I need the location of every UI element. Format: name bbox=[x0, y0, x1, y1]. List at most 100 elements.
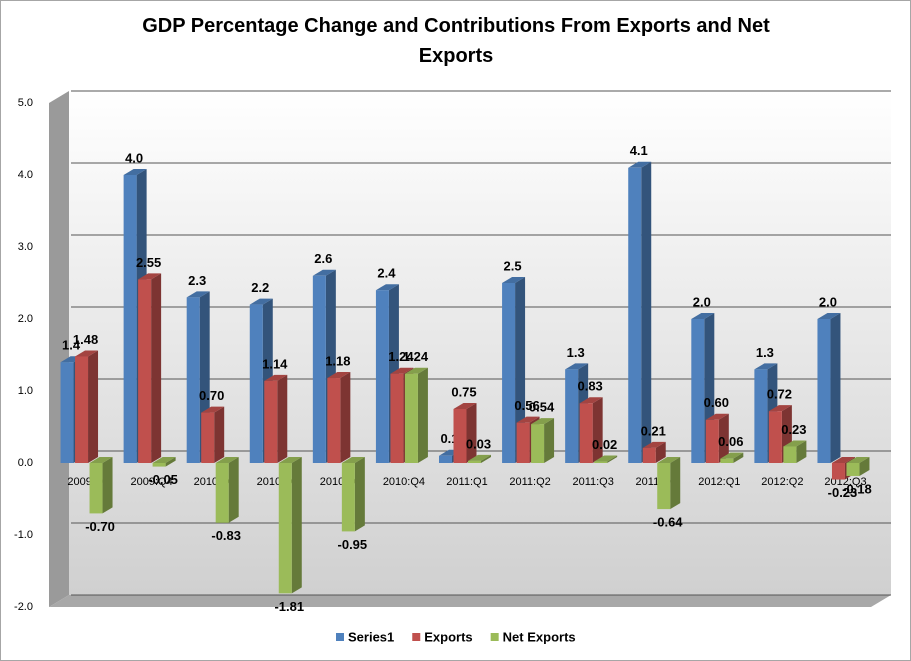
bar bbox=[831, 463, 845, 480]
bar bbox=[201, 412, 215, 463]
bar-top bbox=[138, 273, 162, 280]
bar-top bbox=[831, 457, 855, 463]
value-label: -0.05 bbox=[148, 472, 178, 487]
value-label: 0.02 bbox=[592, 437, 617, 452]
value-label: 0.23 bbox=[781, 422, 806, 437]
bar-top bbox=[705, 413, 729, 420]
y-tick-label: 3.0 bbox=[18, 241, 33, 253]
value-label: 0.75 bbox=[451, 384, 476, 399]
y-tick-label: 1.0 bbox=[18, 385, 33, 397]
x-tick-label: 2010:Q4 bbox=[383, 476, 425, 488]
value-label: 2.0 bbox=[819, 294, 837, 309]
legend-swatch bbox=[490, 633, 499, 641]
bar bbox=[468, 460, 481, 463]
bar bbox=[404, 373, 418, 463]
bar-top bbox=[691, 313, 715, 319]
bar-top bbox=[152, 457, 176, 463]
value-label: 0.83 bbox=[577, 379, 602, 394]
bar bbox=[138, 279, 152, 463]
bar-top bbox=[312, 269, 336, 276]
value-label: -1.81 bbox=[274, 599, 304, 614]
bar bbox=[123, 175, 137, 463]
y-tick-label: 4.0 bbox=[18, 169, 33, 181]
bar bbox=[642, 447, 656, 463]
value-label: 0.72 bbox=[767, 387, 792, 402]
bar bbox=[579, 403, 593, 463]
bar bbox=[439, 455, 452, 463]
bar-top bbox=[468, 454, 491, 461]
bar-side bbox=[354, 457, 365, 532]
bar-side bbox=[733, 452, 744, 463]
value-label: -0.70 bbox=[85, 519, 115, 534]
bar-top bbox=[531, 418, 555, 425]
bar bbox=[312, 275, 326, 463]
bar-top bbox=[783, 440, 807, 447]
bar-side bbox=[291, 457, 302, 594]
bar-top bbox=[123, 169, 147, 175]
value-label: 2.3 bbox=[188, 273, 206, 288]
bar-side bbox=[515, 277, 526, 463]
bar bbox=[720, 458, 734, 463]
x-tick-label: 2012:Q1 bbox=[698, 476, 740, 488]
value-label: 1.48 bbox=[73, 332, 98, 347]
bar-top bbox=[201, 406, 225, 413]
y-tick-label: 2.0 bbox=[18, 313, 33, 325]
bar-top bbox=[720, 452, 744, 459]
value-label: 2.5 bbox=[504, 258, 522, 273]
bar-top bbox=[768, 405, 792, 412]
value-label: 1.24 bbox=[403, 349, 429, 364]
bar bbox=[628, 167, 642, 464]
floor bbox=[49, 595, 891, 607]
bar bbox=[768, 411, 782, 463]
bar-side bbox=[214, 406, 225, 463]
bar-top bbox=[846, 457, 870, 463]
bar-top bbox=[186, 291, 210, 298]
bar bbox=[565, 369, 579, 463]
bar bbox=[60, 362, 74, 463]
back-wall bbox=[69, 91, 891, 595]
legend-swatch bbox=[412, 633, 421, 641]
bar-side bbox=[102, 457, 113, 514]
bar-top bbox=[215, 457, 239, 463]
bar bbox=[341, 463, 355, 532]
bar-top bbox=[657, 457, 681, 463]
bar-top bbox=[594, 455, 618, 462]
value-label: 2.55 bbox=[136, 255, 161, 270]
bar-side bbox=[544, 418, 555, 463]
x-tick-label: 2011:Q3 bbox=[572, 476, 613, 488]
value-label: 0.60 bbox=[704, 395, 729, 410]
legend-swatch bbox=[336, 633, 344, 641]
value-label: 0.06 bbox=[718, 434, 743, 449]
side-wall bbox=[49, 91, 69, 607]
y-tick-label: 5.0 bbox=[18, 97, 33, 109]
bar bbox=[594, 461, 608, 463]
bar-top bbox=[327, 372, 351, 379]
bar-top bbox=[453, 403, 477, 409]
bar-top bbox=[404, 367, 428, 374]
bar-top bbox=[390, 367, 414, 374]
bar bbox=[754, 369, 768, 463]
chart-title: GDP Percentage Change and Contributions … bbox=[142, 15, 770, 67]
value-label: -0.18 bbox=[842, 481, 872, 496]
legend-label: Net Exports bbox=[503, 629, 576, 644]
bar-top bbox=[579, 397, 603, 404]
bar-top bbox=[565, 363, 589, 370]
bar-top bbox=[375, 284, 399, 291]
value-label: -0.83 bbox=[211, 528, 241, 543]
bar-side bbox=[592, 397, 603, 463]
x-tick-label: 2009:Q4 bbox=[131, 476, 173, 488]
bar-top bbox=[642, 441, 666, 448]
value-label: -0.95 bbox=[338, 537, 368, 552]
bar bbox=[327, 378, 341, 463]
bar-side bbox=[277, 374, 288, 463]
value-label: 2.6 bbox=[314, 251, 332, 266]
bar bbox=[75, 356, 89, 463]
value-label: 1.3 bbox=[567, 345, 585, 360]
bar-top bbox=[264, 374, 288, 381]
value-label: 0.70 bbox=[199, 388, 224, 403]
bar bbox=[783, 446, 797, 463]
x-tick-label: 2011:Q1 bbox=[446, 476, 487, 488]
bar bbox=[215, 463, 229, 523]
bar-side bbox=[417, 367, 428, 463]
